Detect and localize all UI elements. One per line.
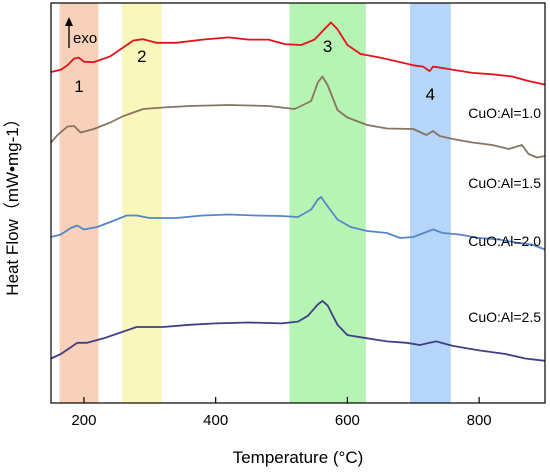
series-line-1	[50, 21, 546, 86]
region-2-band	[122, 3, 162, 403]
region-2-label: 2	[137, 47, 146, 66]
region-3-band	[289, 3, 366, 403]
region-1-label: 1	[74, 77, 83, 96]
x-tick-label: 800	[467, 412, 492, 429]
series-line-3	[50, 196, 546, 251]
series-label-4: CuO:Al=2.5	[468, 309, 541, 325]
x-axis-title: Temperature (°C)	[233, 448, 364, 467]
x-tick-label: 600	[335, 412, 360, 429]
region-4-label: 4	[426, 85, 435, 104]
exo-arrow-head	[65, 17, 73, 26]
exo-label: exo	[73, 30, 97, 47]
series-line-2	[50, 75, 546, 159]
region-3-label: 3	[323, 37, 332, 56]
region-1-band	[59, 3, 99, 403]
x-tick-label: 200	[71, 412, 96, 429]
y-axis-title: Heat Flow（mW•mg-1）	[3, 110, 22, 295]
x-tick-label: 400	[203, 412, 228, 429]
annotations: exo	[65, 17, 97, 48]
x-axis-ticks: 200 400 600 800	[71, 397, 492, 429]
plot-frame	[50, 2, 546, 404]
series-lines: CuO:Al=1.0 CuO:Al=1.5 CuO:Al=2.0 CuO:Al=2.5	[50, 21, 546, 362]
highlight-regions: 1 2 3 4	[59, 3, 451, 403]
series-label-3: CuO:Al=2.0	[468, 233, 541, 249]
series-line-4	[50, 300, 546, 362]
series-label-2: CuO:Al=1.5	[468, 175, 541, 191]
series-label-1: CuO:Al=1.0	[468, 105, 541, 121]
